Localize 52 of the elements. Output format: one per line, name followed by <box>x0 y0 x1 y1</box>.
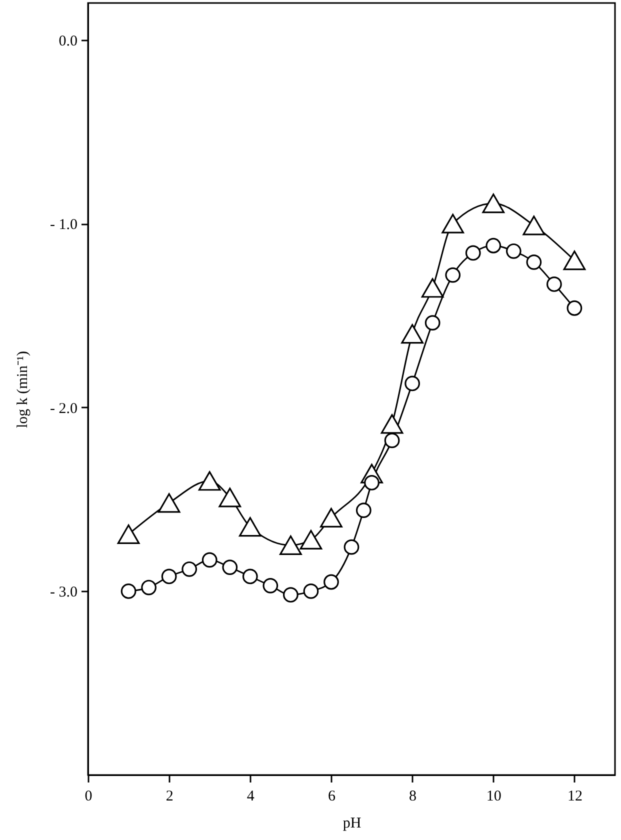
point <box>526 254 542 270</box>
point <box>563 250 586 270</box>
point <box>182 561 198 577</box>
x-tick-label: 10 <box>486 788 502 804</box>
point <box>404 376 420 392</box>
point <box>238 517 262 537</box>
point <box>424 315 440 331</box>
y-tick-label: 0.0 <box>58 33 78 50</box>
y-axis-title: log k (min⁻¹) <box>15 351 32 428</box>
point <box>283 587 298 603</box>
point <box>280 535 302 556</box>
point <box>324 574 339 590</box>
point <box>262 578 278 594</box>
point <box>158 493 180 513</box>
point <box>546 276 562 292</box>
point <box>506 243 522 259</box>
point <box>198 471 221 491</box>
point <box>141 580 156 596</box>
point <box>421 278 444 298</box>
point <box>442 214 464 234</box>
x-tick-label: 8 <box>409 788 417 804</box>
point <box>522 216 546 236</box>
point <box>202 552 218 568</box>
point <box>482 194 505 214</box>
point <box>117 524 140 544</box>
point <box>445 267 461 283</box>
x-tick-label: 0 <box>84 788 92 804</box>
point <box>486 238 502 254</box>
point <box>380 414 404 434</box>
point <box>120 584 136 599</box>
point <box>364 475 380 490</box>
point <box>344 539 360 555</box>
point <box>465 245 481 261</box>
point <box>161 568 177 584</box>
point <box>303 584 319 599</box>
x-tick-label: 2 <box>166 788 174 804</box>
point <box>401 324 424 344</box>
point <box>222 560 238 575</box>
point <box>566 300 582 316</box>
point <box>300 530 322 550</box>
y-tick-label: - 2.0 <box>50 400 78 417</box>
x-tick-label: 4 <box>246 788 255 804</box>
y-tick-label: - 1.0 <box>50 217 78 234</box>
y-tick-label: - 3.0 <box>50 584 78 601</box>
point <box>320 508 342 528</box>
x-axis-title: pH <box>342 816 362 832</box>
point <box>356 502 372 518</box>
point <box>218 488 242 508</box>
x-tick-label: 6 <box>328 788 336 804</box>
x-tick-label: 12 <box>567 788 582 804</box>
point <box>242 568 258 584</box>
point <box>384 432 400 448</box>
